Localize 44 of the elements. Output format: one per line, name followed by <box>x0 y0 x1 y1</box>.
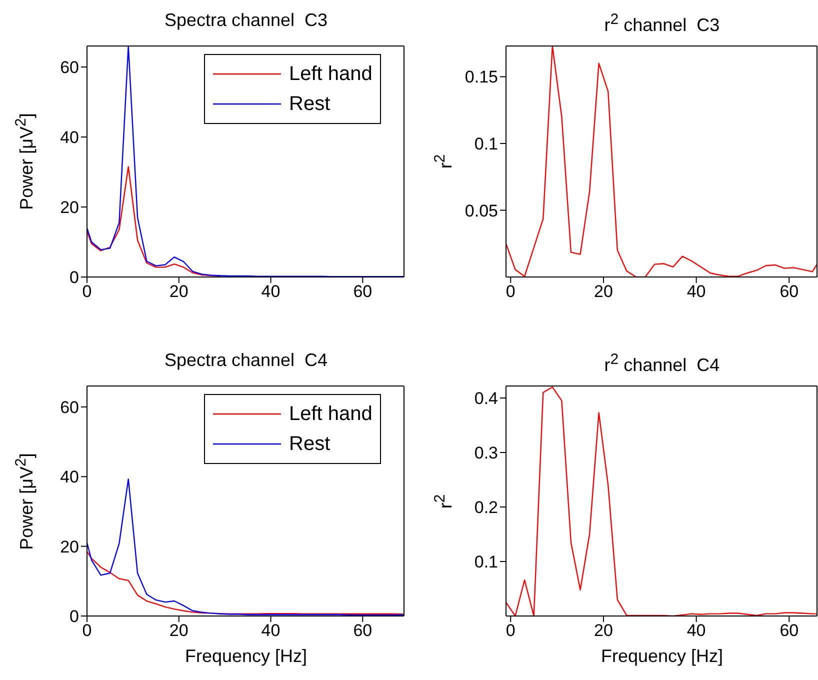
x-tick-label: 0 <box>82 282 92 302</box>
line-series <box>506 46 817 277</box>
line-series <box>87 166 221 277</box>
y-tick-label: 20 <box>60 537 79 556</box>
x-tick-label: 60 <box>780 621 799 640</box>
y-tick-label: 0.4 <box>474 389 498 408</box>
chart-title: Spectra channel C4 <box>163 349 329 371</box>
chart-title: r$^{2}$ channel C4 <box>603 350 721 376</box>
y-tick-label: 40 <box>60 128 79 148</box>
line-series <box>506 386 817 616</box>
x-tick-label: 0 <box>82 621 92 640</box>
y-tick-label: 20 <box>60 198 79 218</box>
x-tick-label: 60 <box>353 621 372 640</box>
x-tick-label: 20 <box>169 282 188 302</box>
y-tick-label: 0 <box>70 268 79 288</box>
x-tick-label: 0 <box>506 282 516 302</box>
x-axis-title: Frequency [Hz] <box>184 646 308 667</box>
y-tick-label: 0.2 <box>474 498 498 518</box>
x-tick-label: 40 <box>686 282 706 302</box>
y-tick-label: 0.1 <box>474 552 498 572</box>
x-tick-label: 20 <box>169 621 188 640</box>
x-tick-label: 40 <box>261 621 280 640</box>
y-tick-label: 0.1 <box>474 134 498 154</box>
legend-label: Rest <box>289 432 330 456</box>
x-tick-label: 60 <box>353 282 372 302</box>
legend-label: Rest <box>289 92 330 116</box>
x-tick-label: 20 <box>594 282 613 302</box>
y-tick-label: 0.05 <box>464 201 498 220</box>
y-tick-label: 40 <box>60 468 79 487</box>
y-tick-label: 60 <box>60 58 79 78</box>
chart-title: Spectra channel C3 <box>163 9 329 31</box>
x-tick-label: 40 <box>686 621 706 640</box>
x-tick-label: 0 <box>506 621 516 640</box>
x-tick-label: 60 <box>780 282 799 302</box>
x-axis-title: Frequency [Hz] <box>600 646 724 667</box>
y-tick-label: 0 <box>70 607 79 626</box>
y-tick-label: 0.15 <box>464 68 498 87</box>
y-tick-label: 0.3 <box>474 444 498 463</box>
x-tick-label: 40 <box>261 282 280 302</box>
chart-title: r$^{2}$ channel C3 <box>603 10 721 36</box>
y-tick-label: 60 <box>60 398 79 417</box>
legend-label: Left hand <box>289 402 372 426</box>
x-tick-label: 20 <box>594 621 613 640</box>
legend-label: Left hand <box>289 62 372 86</box>
